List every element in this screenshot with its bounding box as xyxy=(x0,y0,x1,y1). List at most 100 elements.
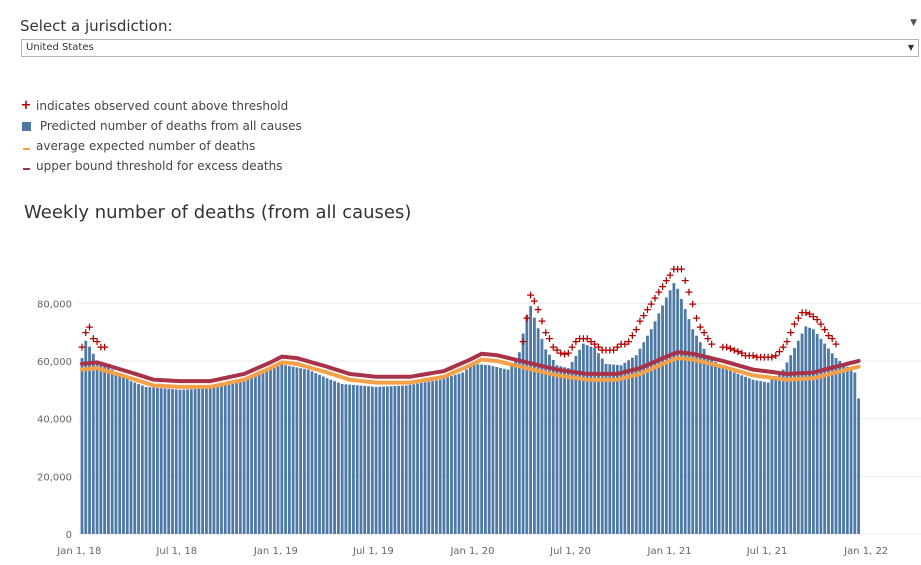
above-threshold-marker: + xyxy=(831,338,840,351)
bar xyxy=(95,360,99,534)
y-tick-label: 0 xyxy=(66,530,72,541)
above-threshold-marker: + xyxy=(85,320,94,333)
y-tick-label: 20,000 xyxy=(37,472,72,483)
bar xyxy=(653,321,657,534)
bar xyxy=(125,378,129,534)
bar xyxy=(563,367,566,534)
bar xyxy=(823,343,827,534)
above-threshold-marker: + xyxy=(549,341,558,354)
bar xyxy=(220,385,223,534)
above-threshold-marker: + xyxy=(666,268,675,281)
bar xyxy=(521,333,525,534)
bar xyxy=(710,358,713,534)
above-threshold-marker: + xyxy=(534,303,543,316)
bar xyxy=(781,369,785,534)
bar xyxy=(808,327,812,534)
bar xyxy=(408,384,412,534)
bar xyxy=(468,366,472,534)
bar xyxy=(163,388,167,534)
bar xyxy=(144,386,148,534)
above-threshold-marker: + xyxy=(662,274,671,287)
above-threshold-marker: + xyxy=(624,335,633,348)
above-threshold-marker: + xyxy=(752,351,761,364)
above-threshold-marker: + xyxy=(81,326,90,339)
bar xyxy=(499,367,502,534)
bar xyxy=(661,305,664,534)
bar xyxy=(114,371,118,534)
plus-marker-icon: + xyxy=(20,98,32,113)
above-threshold-marker: + xyxy=(650,291,659,304)
bar xyxy=(540,338,544,534)
above-threshold-marker: + xyxy=(590,338,599,351)
bar xyxy=(676,288,680,534)
bar xyxy=(242,381,246,534)
above-threshold-marker: + xyxy=(786,326,795,339)
bar xyxy=(544,349,548,534)
bar xyxy=(687,319,691,534)
line-swatch-icon xyxy=(22,168,30,170)
bar xyxy=(631,357,634,534)
x-tick-label: Jul 1, 20 xyxy=(549,546,591,557)
above-threshold-marker: + xyxy=(782,335,791,348)
bar xyxy=(355,385,359,534)
bar xyxy=(223,385,227,534)
above-threshold-marker: + xyxy=(696,320,705,333)
bar xyxy=(88,346,91,534)
bar xyxy=(133,382,137,534)
bar xyxy=(680,298,683,534)
bar xyxy=(736,373,740,534)
above-threshold-marker: + xyxy=(824,329,833,342)
above-threshold-marker: + xyxy=(764,351,773,364)
above-threshold-marker: + xyxy=(816,317,825,330)
above-threshold-marker: + xyxy=(707,338,716,351)
y-tick-label: 60,000 xyxy=(37,357,72,368)
bar xyxy=(427,381,431,534)
above-threshold-marker: + xyxy=(699,326,708,339)
bar xyxy=(178,389,182,534)
bar xyxy=(261,372,265,534)
bar xyxy=(246,379,250,534)
bar xyxy=(129,381,133,534)
above-threshold-marker: + xyxy=(745,349,754,362)
above-threshold-marker: + xyxy=(639,309,648,322)
above-threshold-marker: + xyxy=(567,341,576,354)
bar xyxy=(559,366,563,534)
above-threshold-marker: + xyxy=(692,312,701,325)
bar xyxy=(770,379,774,534)
bar xyxy=(84,340,88,534)
bar xyxy=(438,379,442,534)
bar xyxy=(574,355,578,534)
above-threshold-marker: + xyxy=(760,351,769,364)
bar xyxy=(118,374,122,534)
above-threshold-marker: + xyxy=(628,329,637,342)
legend-item-average-expected: average expected number of deaths xyxy=(20,136,302,156)
above-threshold-marker: + xyxy=(733,345,742,358)
square-swatch-icon xyxy=(21,122,31,131)
above-threshold-marker: + xyxy=(748,349,757,362)
bar xyxy=(804,326,808,534)
bar xyxy=(208,388,212,534)
bar xyxy=(370,386,374,534)
above-threshold-marker: + xyxy=(522,312,531,325)
bar xyxy=(265,371,269,534)
x-tick-label: Jul 1, 21 xyxy=(746,546,788,557)
bar xyxy=(483,364,487,534)
bar xyxy=(442,378,446,534)
above-threshold-marker: + xyxy=(767,351,776,364)
dropdown-caret-icon[interactable]: ▼ xyxy=(907,43,914,52)
bar xyxy=(657,313,661,534)
filter-menu-arrow-icon[interactable]: ▼ xyxy=(910,18,917,28)
bar xyxy=(698,342,702,534)
bar xyxy=(593,347,597,534)
above-threshold-marker: + xyxy=(575,332,584,345)
above-threshold-marker: + xyxy=(598,343,607,356)
bar xyxy=(189,389,193,534)
bar xyxy=(174,389,178,534)
bar xyxy=(800,333,804,534)
bar xyxy=(646,335,649,534)
chart-legend: + indicates observed count above thresho… xyxy=(20,96,302,176)
bar xyxy=(819,338,823,534)
y-tick-label: 40,000 xyxy=(37,415,72,426)
jurisdiction-select[interactable]: United States ▼ xyxy=(21,39,919,57)
bar xyxy=(755,380,759,534)
